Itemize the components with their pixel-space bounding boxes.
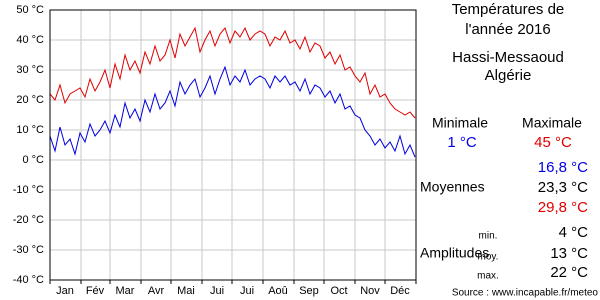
x-tick-label: Jui bbox=[240, 285, 254, 297]
x-tick-label: Fév bbox=[86, 285, 105, 297]
location: Hassi-Messaoud bbox=[452, 49, 564, 66]
amp-mean-label: moy. bbox=[478, 252, 499, 263]
amp-min-label: min. bbox=[479, 231, 498, 242]
amp-max-label: max. bbox=[477, 271, 499, 282]
marks bbox=[49, 26, 416, 158]
location: Algérie bbox=[485, 67, 532, 84]
y-tick-label: -10 °C bbox=[13, 184, 44, 196]
max-value: 45 °C bbox=[534, 134, 572, 151]
avg-mean: 23,3 °C bbox=[538, 179, 588, 196]
y-tick-label: 40 °C bbox=[16, 34, 44, 46]
temperature-line bbox=[49, 65, 416, 158]
x-tick-label: Mar bbox=[116, 285, 135, 297]
stat-header: Maximale bbox=[522, 115, 582, 131]
amp-min: 4 °C bbox=[559, 224, 589, 241]
avg-max: 29,8 °C bbox=[538, 199, 588, 216]
avg-min: 16,8 °C bbox=[538, 159, 588, 176]
y-tick-label: -20 °C bbox=[13, 214, 44, 226]
x-tick-label: Oct bbox=[330, 285, 347, 297]
amp-label: Amplitudes bbox=[420, 245, 489, 261]
title: Températures de bbox=[452, 1, 565, 18]
plot-area bbox=[50, 10, 416, 280]
amp-max: 22 °C bbox=[550, 264, 588, 281]
y-tick-label: 20 °C bbox=[16, 94, 44, 106]
avg-label: Moyennes bbox=[420, 179, 485, 195]
y-tick-label: 50 °C bbox=[16, 4, 44, 16]
stat-header: Minimale bbox=[432, 115, 488, 131]
x-tick-label: Déc bbox=[390, 285, 410, 297]
x-tick-label: Jui bbox=[210, 285, 224, 297]
plot-frame bbox=[49, 9, 417, 281]
x-tick-label: Jan bbox=[56, 285, 74, 297]
x-tick-label: Avr bbox=[148, 285, 165, 297]
y-tick-label: -30 °C bbox=[13, 244, 44, 256]
y-tick-label: 0 °C bbox=[22, 154, 44, 166]
temperature-line bbox=[49, 26, 416, 119]
amp-mean: 13 °C bbox=[550, 245, 588, 262]
min-value: 1 °C bbox=[447, 134, 477, 151]
y-tick-label: 10 °C bbox=[16, 124, 44, 136]
x-tick-label: Mai bbox=[177, 285, 195, 297]
title: l'année 2016 bbox=[465, 21, 550, 38]
x-tick-label: Nov bbox=[360, 285, 380, 297]
y-tick-label: -40 °C bbox=[13, 274, 44, 286]
y-tick-label: 30 °C bbox=[16, 64, 44, 76]
source: Source : www.incapable.fr/meteo bbox=[452, 288, 599, 299]
x-tick-label: Sep bbox=[299, 285, 319, 297]
x-tick-label: Aoû bbox=[268, 285, 288, 297]
